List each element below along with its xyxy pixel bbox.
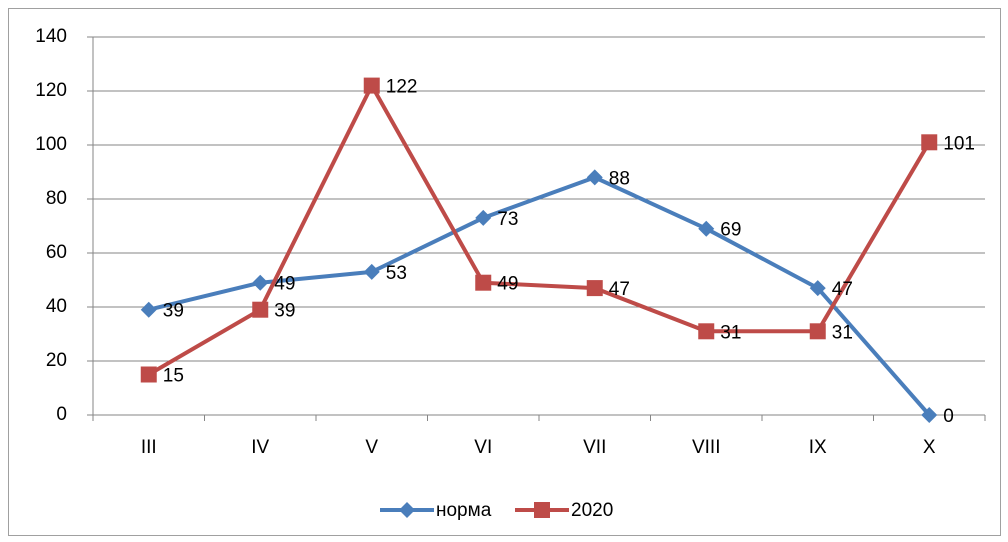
- data-label: 15: [163, 366, 184, 387]
- y-tick-label: 140: [35, 26, 67, 47]
- data-label: 69: [720, 220, 741, 241]
- data-label: 47: [832, 279, 853, 300]
- marker: [363, 263, 380, 280]
- data-label: 47: [609, 279, 630, 300]
- marker: [586, 280, 603, 297]
- marker: [534, 502, 550, 518]
- marker: [475, 274, 492, 291]
- y-tick-label: 120: [35, 80, 67, 101]
- data-label: 31: [832, 322, 853, 343]
- marker: [809, 323, 826, 340]
- legend-label: норма: [436, 500, 492, 521]
- x-tick-label: IV: [251, 437, 269, 458]
- x-tick-label: V: [365, 437, 378, 458]
- x-tick-label: VII: [583, 437, 606, 458]
- marker: [921, 407, 938, 423]
- marker: [140, 366, 157, 383]
- data-label: 53: [386, 263, 407, 284]
- x-tick-label: X: [923, 437, 936, 458]
- marker: [140, 301, 157, 318]
- marker: [809, 280, 826, 297]
- x-tick-label: III: [141, 437, 157, 458]
- marker: [921, 134, 938, 151]
- x-tick-label: IX: [809, 437, 827, 458]
- y-tick-label: 80: [46, 188, 67, 209]
- y-tick-label: 60: [46, 242, 67, 263]
- data-label: 39: [163, 301, 184, 322]
- marker: [363, 77, 380, 94]
- x-tick-label: VI: [474, 437, 492, 458]
- legend-label: 2020: [571, 500, 613, 521]
- marker: [698, 323, 715, 340]
- data-label: 122: [386, 77, 418, 98]
- marker: [252, 301, 269, 318]
- marker: [475, 209, 492, 226]
- data-label: 0: [943, 406, 954, 427]
- chart-border: [8, 8, 1001, 536]
- series-line: [147, 83, 931, 377]
- marker: [586, 169, 603, 186]
- y-tick-label: 100: [35, 134, 67, 155]
- marker: [252, 274, 269, 291]
- y-tick-label: 40: [46, 296, 67, 317]
- data-label: 49: [274, 274, 295, 295]
- data-label: 73: [497, 209, 518, 230]
- marker: [698, 220, 715, 237]
- marker: [399, 502, 415, 518]
- series-line: [148, 175, 931, 417]
- data-label: 88: [609, 168, 630, 189]
- data-label: 39: [274, 301, 295, 322]
- y-tick-label: 0: [56, 404, 67, 425]
- y-tick-label: 20: [46, 350, 67, 371]
- data-label: 49: [497, 274, 518, 295]
- x-tick-label: VIII: [692, 437, 721, 458]
- data-label: 101: [943, 133, 975, 154]
- data-label: 31: [720, 322, 741, 343]
